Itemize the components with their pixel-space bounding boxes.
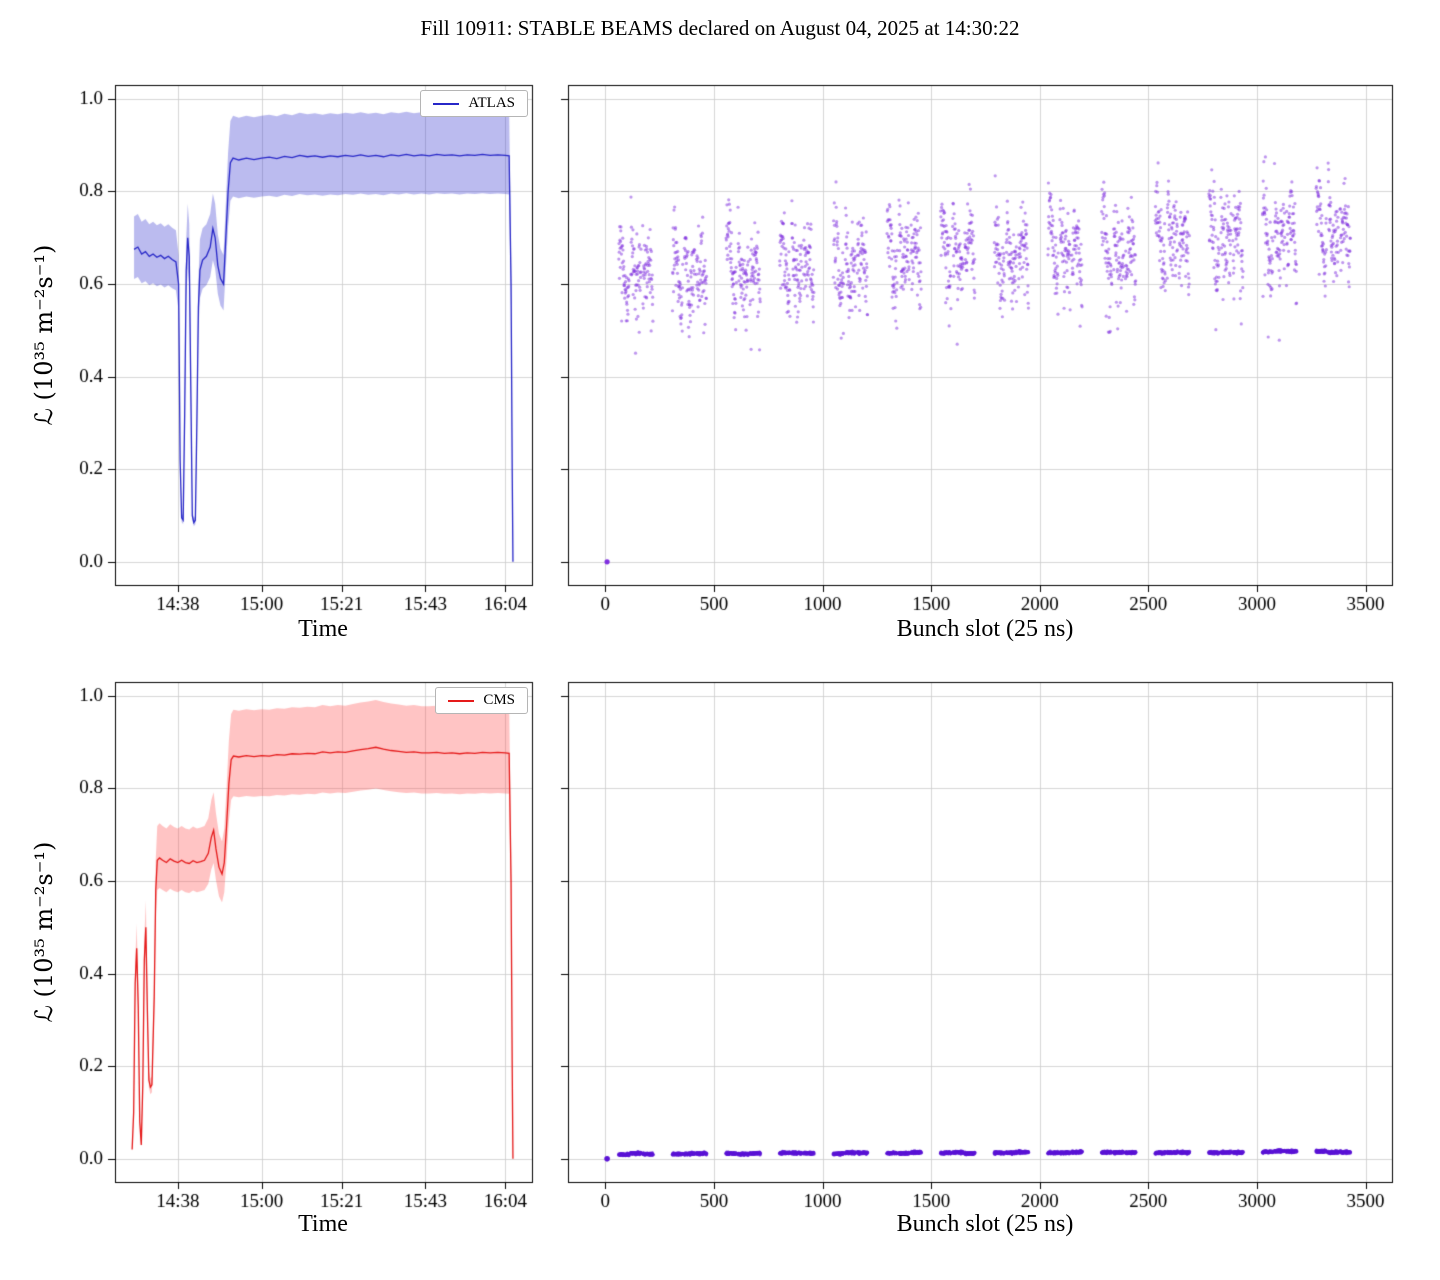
xlabel-atlas-time: Time (298, 616, 348, 642)
xlabel-atlas-bunch: Bunch slot (25 ns) (896, 616, 1074, 642)
cms-legend-label: CMS (483, 692, 515, 708)
ylabel-cms: ℒ (10³⁵ m⁻²s⁻¹) (30, 841, 58, 1023)
cms-legend-line (448, 699, 475, 702)
xlabel-cms-bunch: Bunch slot (25 ns) (896, 1211, 1074, 1237)
atlas-legend-line (433, 102, 460, 105)
cms-legend: CMS (435, 687, 528, 714)
xlabel-cms-time: Time (298, 1211, 348, 1237)
ylabel-atlas: ℒ (10³⁵ m⁻²s⁻¹) (30, 244, 58, 426)
atlas-legend: ATLAS (420, 90, 528, 117)
atlas-legend-label: ATLAS (468, 95, 515, 111)
figure-title: Fill 10911: STABLE BEAMS declared on Aug… (420, 16, 1020, 40)
